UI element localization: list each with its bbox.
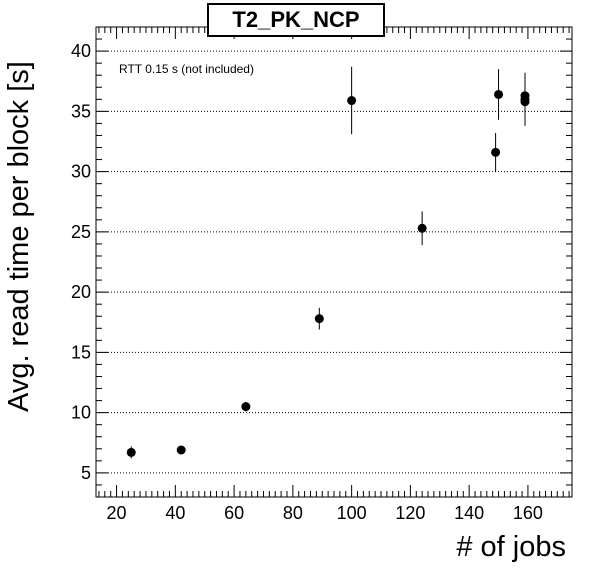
x-tick-label: 80 — [283, 503, 303, 523]
annotation-text: RTT 0.15 s (not included) — [119, 62, 254, 76]
y-axis-title: Avg. read time per block [s] — [3, 61, 35, 412]
x-tick-label: 40 — [165, 503, 185, 523]
x-tick-label: 100 — [337, 503, 367, 523]
gridlines — [96, 50, 572, 474]
x-tick-label: 120 — [395, 503, 425, 523]
data-point — [126, 447, 136, 457]
axis-ticks: 20 40 60 80 100 120 140 160 5 10 15 20 25 30 35 40 — [71, 26, 572, 523]
x-tick-label: 20 — [107, 503, 127, 523]
y-tick-label: 20 — [71, 282, 91, 302]
y-tick-label: 35 — [71, 101, 91, 121]
y-tick-label: 40 — [71, 41, 91, 61]
data-point — [520, 97, 530, 107]
data-point — [176, 445, 186, 455]
y-tick-label: 25 — [71, 222, 91, 242]
data-point — [494, 89, 504, 99]
y-tick-label: 30 — [71, 162, 91, 182]
y-tick-label: 10 — [71, 403, 91, 423]
y-tick-label: 15 — [71, 342, 91, 362]
x-axis-title: # of jobs — [456, 531, 566, 563]
data-point — [417, 223, 427, 233]
x-tick-label: 140 — [454, 503, 484, 523]
data-point — [491, 147, 501, 157]
data-point — [347, 96, 357, 106]
data-point — [241, 402, 251, 412]
y-tick-label: 5 — [81, 463, 91, 483]
x-tick-label: 160 — [513, 503, 543, 523]
data-point — [314, 314, 324, 324]
error-bars — [130, 66, 526, 459]
chart-title: T2_PK_NCP — [207, 3, 385, 37]
data-points — [126, 89, 530, 457]
x-tick-label: 60 — [224, 503, 244, 523]
